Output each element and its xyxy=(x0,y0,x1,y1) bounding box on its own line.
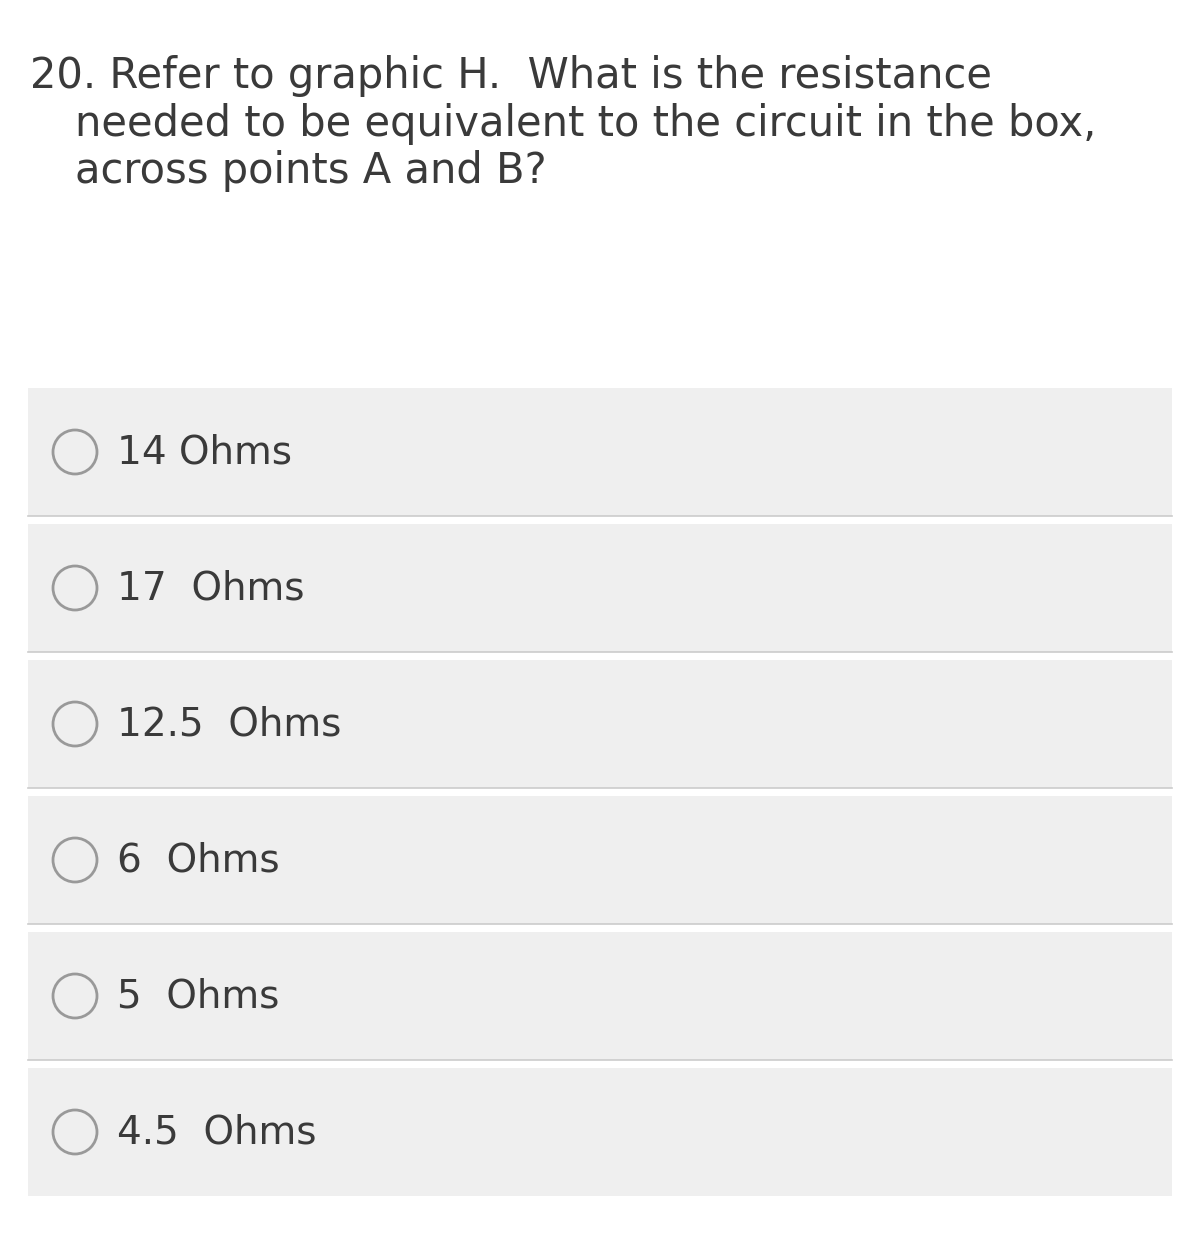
FancyBboxPatch shape xyxy=(28,796,1172,923)
Text: 14 Ohms: 14 Ohms xyxy=(118,433,292,470)
Text: 4.5  Ohms: 4.5 Ohms xyxy=(118,1113,317,1151)
FancyBboxPatch shape xyxy=(28,932,1172,1060)
FancyBboxPatch shape xyxy=(28,1068,1172,1196)
FancyBboxPatch shape xyxy=(28,387,1172,516)
Text: 5  Ohms: 5 Ohms xyxy=(118,977,280,1015)
Text: 6  Ohms: 6 Ohms xyxy=(118,842,280,879)
Text: needed to be equivalent to the circuit in the box,: needed to be equivalent to the circuit i… xyxy=(74,103,1097,145)
Text: 12.5  Ohms: 12.5 Ohms xyxy=(118,704,341,743)
FancyBboxPatch shape xyxy=(28,660,1172,788)
Text: 17  Ohms: 17 Ohms xyxy=(118,569,305,608)
Text: 20. Refer to graphic H.  What is the resistance: 20. Refer to graphic H. What is the resi… xyxy=(30,55,992,97)
Text: across points A and B?: across points A and B? xyxy=(74,150,547,192)
FancyBboxPatch shape xyxy=(28,525,1172,652)
